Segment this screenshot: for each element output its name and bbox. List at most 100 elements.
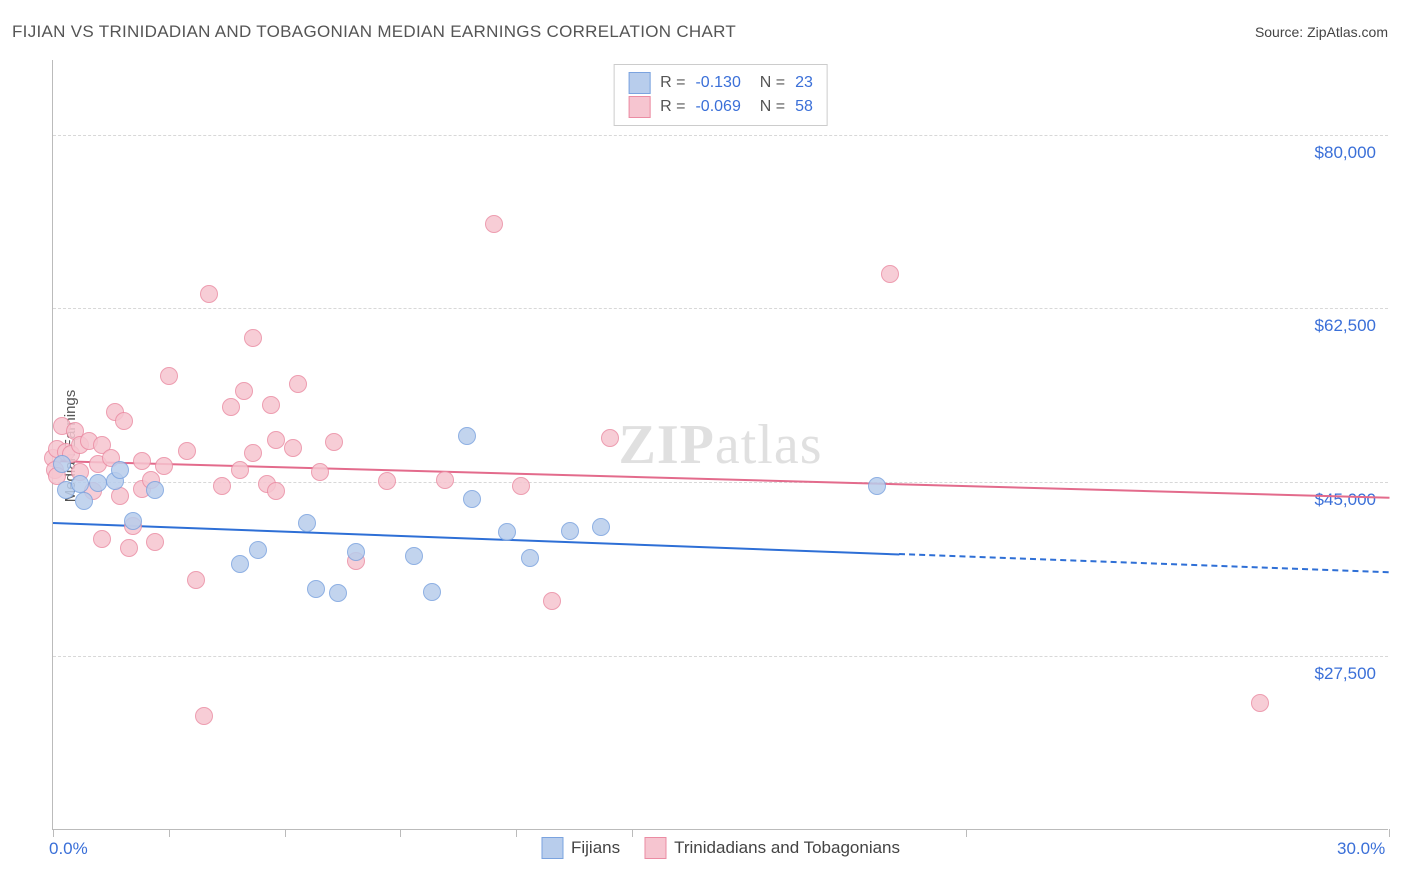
legend-label-1: Trinidadians and Tobagonians (674, 838, 900, 858)
scatter-point (881, 265, 899, 283)
scatter-point (498, 523, 516, 541)
gridline (53, 308, 1388, 309)
x-tick (516, 829, 517, 837)
scatter-point (284, 439, 302, 457)
scatter-point (146, 481, 164, 499)
legend-swatch-1 (644, 837, 666, 859)
scatter-point (561, 522, 579, 540)
scatter-point (124, 512, 142, 530)
scatter-point (187, 571, 205, 589)
scatter-point (512, 477, 530, 495)
scatter-point (115, 412, 133, 430)
scatter-point (200, 285, 218, 303)
scatter-point (1251, 694, 1269, 712)
x-tick (632, 829, 633, 837)
watermark-bold: ZIP (619, 414, 715, 476)
trend-line (53, 460, 1389, 499)
watermark-rest: atlas (715, 414, 823, 476)
scatter-point (195, 707, 213, 725)
stats-r-label-1: R = (660, 95, 685, 119)
scatter-point (423, 583, 441, 601)
scatter-point (71, 475, 89, 493)
x-tick-label: 30.0% (1337, 839, 1385, 859)
scatter-point (521, 549, 539, 567)
x-tick (1389, 829, 1390, 837)
scatter-point (458, 427, 476, 445)
scatter-point (601, 429, 619, 447)
x-tick-label: 0.0% (49, 839, 88, 859)
source-name: ZipAtlas.com (1307, 24, 1388, 40)
scatter-point (262, 396, 280, 414)
stats-n-label-0: N = (751, 71, 785, 95)
scatter-point (155, 457, 173, 475)
scatter-point (133, 452, 151, 470)
y-tick-label: $45,000 (1315, 490, 1376, 510)
stats-r-value-1: -0.069 (695, 95, 740, 119)
scatter-point (463, 490, 481, 508)
scatter-point (213, 477, 231, 495)
y-tick-label: $62,500 (1315, 316, 1376, 336)
scatter-point (329, 584, 347, 602)
stats-row-series-1: R = -0.069 N = 58 (628, 95, 813, 119)
trend-line (899, 553, 1389, 573)
x-tick (53, 829, 54, 837)
scatter-point (75, 492, 93, 510)
source-attribution: Source: ZipAtlas.com (1255, 24, 1388, 40)
plot-area: ZIPatlas R = -0.130 N = 23 R = -0.069 N … (52, 60, 1388, 830)
scatter-point (178, 442, 196, 460)
stats-n-value-0: 23 (795, 71, 813, 95)
gridline (53, 656, 1388, 657)
scatter-point (868, 477, 886, 495)
scatter-point (222, 398, 240, 416)
chart-container: FIJIAN VS TRINIDADIAN AND TOBAGONIAN MED… (0, 0, 1406, 892)
x-tick (400, 829, 401, 837)
scatter-point (485, 215, 503, 233)
scatter-point (436, 471, 454, 489)
scatter-point (146, 533, 164, 551)
stats-swatch-0 (628, 72, 650, 94)
scatter-point (347, 543, 365, 561)
scatter-point (231, 461, 249, 479)
scatter-point (267, 482, 285, 500)
scatter-point (120, 539, 138, 557)
legend-item-1: Trinidadians and Tobagonians (644, 837, 900, 859)
scatter-point (160, 367, 178, 385)
scatter-point (244, 444, 262, 462)
stats-n-value-1: 58 (795, 95, 813, 119)
scatter-point (592, 518, 610, 536)
scatter-point (53, 455, 71, 473)
scatter-point (378, 472, 396, 490)
x-tick (169, 829, 170, 837)
stats-r-label-0: R = (660, 71, 685, 95)
scatter-point (311, 463, 329, 481)
scatter-point (231, 555, 249, 573)
legend-label-0: Fijians (571, 838, 620, 858)
gridline (53, 135, 1388, 136)
scatter-point (307, 580, 325, 598)
scatter-point (89, 474, 107, 492)
scatter-point (267, 431, 285, 449)
scatter-point (249, 541, 267, 559)
legend: Fijians Trinidadians and Tobagonians (541, 837, 900, 859)
chart-title: FIJIAN VS TRINIDADIAN AND TOBAGONIAN MED… (12, 22, 736, 42)
stats-swatch-1 (628, 96, 650, 118)
stats-n-label-1: N = (751, 95, 785, 119)
x-tick (966, 829, 967, 837)
scatter-point (543, 592, 561, 610)
stats-box: R = -0.130 N = 23 R = -0.069 N = 58 (613, 64, 828, 126)
legend-item-0: Fijians (541, 837, 620, 859)
scatter-point (244, 329, 262, 347)
y-tick-label: $80,000 (1315, 143, 1376, 163)
source-prefix: Source: (1255, 24, 1307, 40)
scatter-point (93, 530, 111, 548)
scatter-point (298, 514, 316, 532)
scatter-point (405, 547, 423, 565)
legend-swatch-0 (541, 837, 563, 859)
watermark: ZIPatlas (619, 413, 823, 477)
trend-line (53, 522, 899, 555)
scatter-point (111, 461, 129, 479)
gridline (53, 482, 1388, 483)
scatter-point (325, 433, 343, 451)
x-tick (285, 829, 286, 837)
scatter-point (235, 382, 253, 400)
